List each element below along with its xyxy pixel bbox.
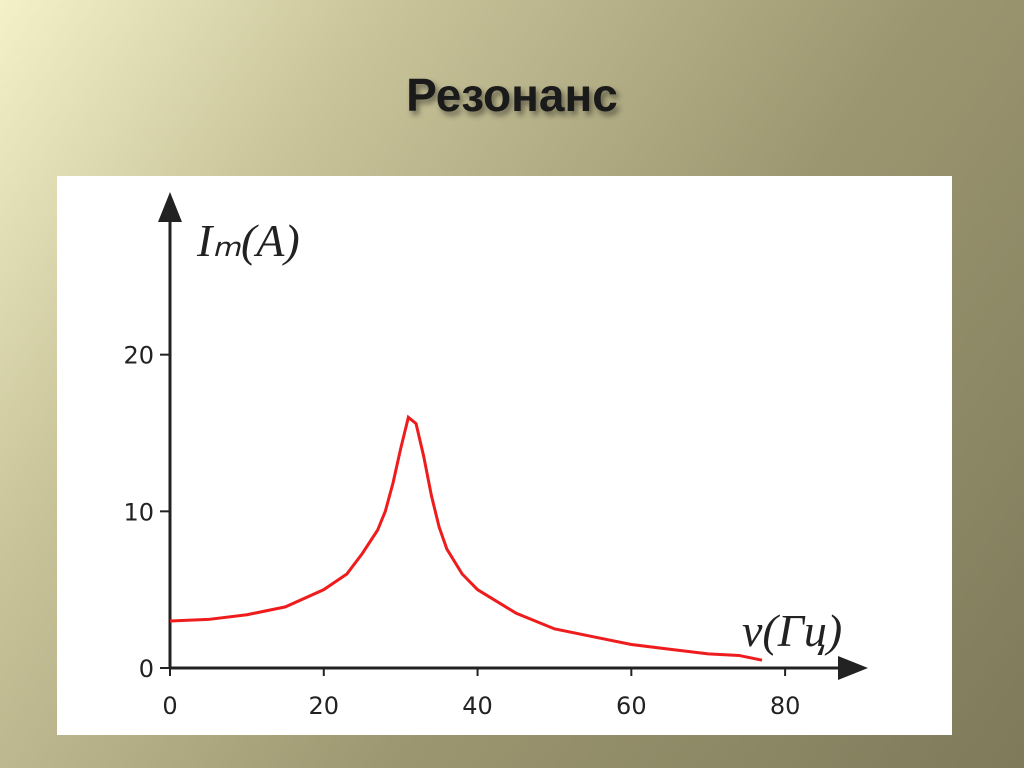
y-tick-label: 0 (139, 655, 154, 683)
y-axis-label: Iₘ(A) (196, 215, 300, 266)
x-tick-label: 80 (770, 692, 801, 720)
x-tick-label: 0 (162, 692, 177, 720)
slide-title: Резонанс (406, 69, 618, 121)
x-tick-label: 60 (616, 692, 647, 720)
chart: Iₘ(A) ν(Гц) 0 10 20 0 20 40 60 80 (57, 176, 952, 735)
x-tick-label: 20 (309, 692, 340, 720)
y-tick-label: 10 (123, 498, 154, 526)
data-line (169, 414, 763, 662)
y-tick-label: 20 (123, 342, 154, 370)
x-axis-label: ν(Гц) (742, 605, 842, 656)
x-tick-label: 40 (462, 692, 493, 720)
